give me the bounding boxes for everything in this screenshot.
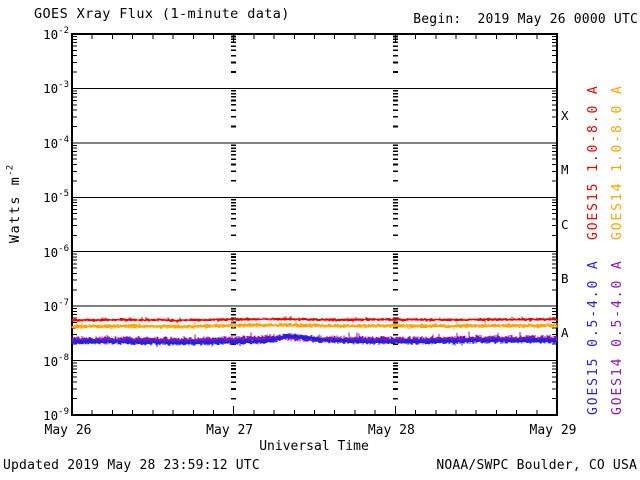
x-tick-label-may-27: May 27 [206, 423, 254, 438]
legend-goes15-long: GOES15 1.0-8.0 A [586, 84, 601, 240]
y-tick-label-10e-7: 10-7 [43, 298, 69, 315]
y-axis-title-text: Watts m [6, 175, 23, 244]
series-goes14-1-0-8-0-a [71, 321, 558, 330]
y-tick-label-10e-2: 10-2 [43, 26, 69, 43]
y-tick-label-10e-8: 10-8 [43, 352, 69, 369]
x-tick-label-may-26: May 26 [44, 423, 92, 438]
x-axis-title: Universal Time [259, 439, 369, 454]
flare-class-m: M [561, 162, 569, 178]
x-tick-label-may-28: May 28 [367, 423, 415, 438]
flare-class-b: B [561, 270, 569, 286]
y-axis-title-exponent: -2 [5, 164, 16, 176]
chart-title: GOES Xray Flux (1-minute data) [34, 6, 290, 22]
legend-goes14-short: GOES14 0.5-4.0 A [610, 259, 625, 415]
source-credit: NOAA/SWPC Boulder, CO USA [436, 458, 637, 473]
y-axis-title: Watts m-2 [5, 164, 23, 244]
flare-class-a: A [561, 325, 569, 341]
y-tick-label-10e-9: 10-9 [43, 407, 69, 424]
series-goes15-0-5-4-0-a [71, 333, 558, 348]
y-tick-label-10e-6: 10-6 [43, 243, 69, 260]
legend-goes15-short: GOES15 0.5-4.0 A [586, 259, 601, 415]
flare-class-x: X [561, 107, 569, 123]
y-tick-label-10e-3: 10-3 [43, 80, 69, 97]
begin-timestamp: Begin: 2019 May 26 0000 UTC [413, 12, 638, 27]
y-tick-label-10e-5: 10-5 [43, 189, 69, 206]
y-tick-label-10e-4: 10-4 [43, 134, 69, 151]
x-tick-label-may-29: May 29 [529, 423, 577, 438]
flare-class-c: C [561, 216, 569, 232]
updated-timestamp: Updated 2019 May 28 23:59:12 UTC [3, 458, 260, 473]
series-goes15-1-0-8-0-a [71, 316, 558, 323]
legend-goes14-long: GOES14 1.0-8.0 A [610, 84, 625, 240]
